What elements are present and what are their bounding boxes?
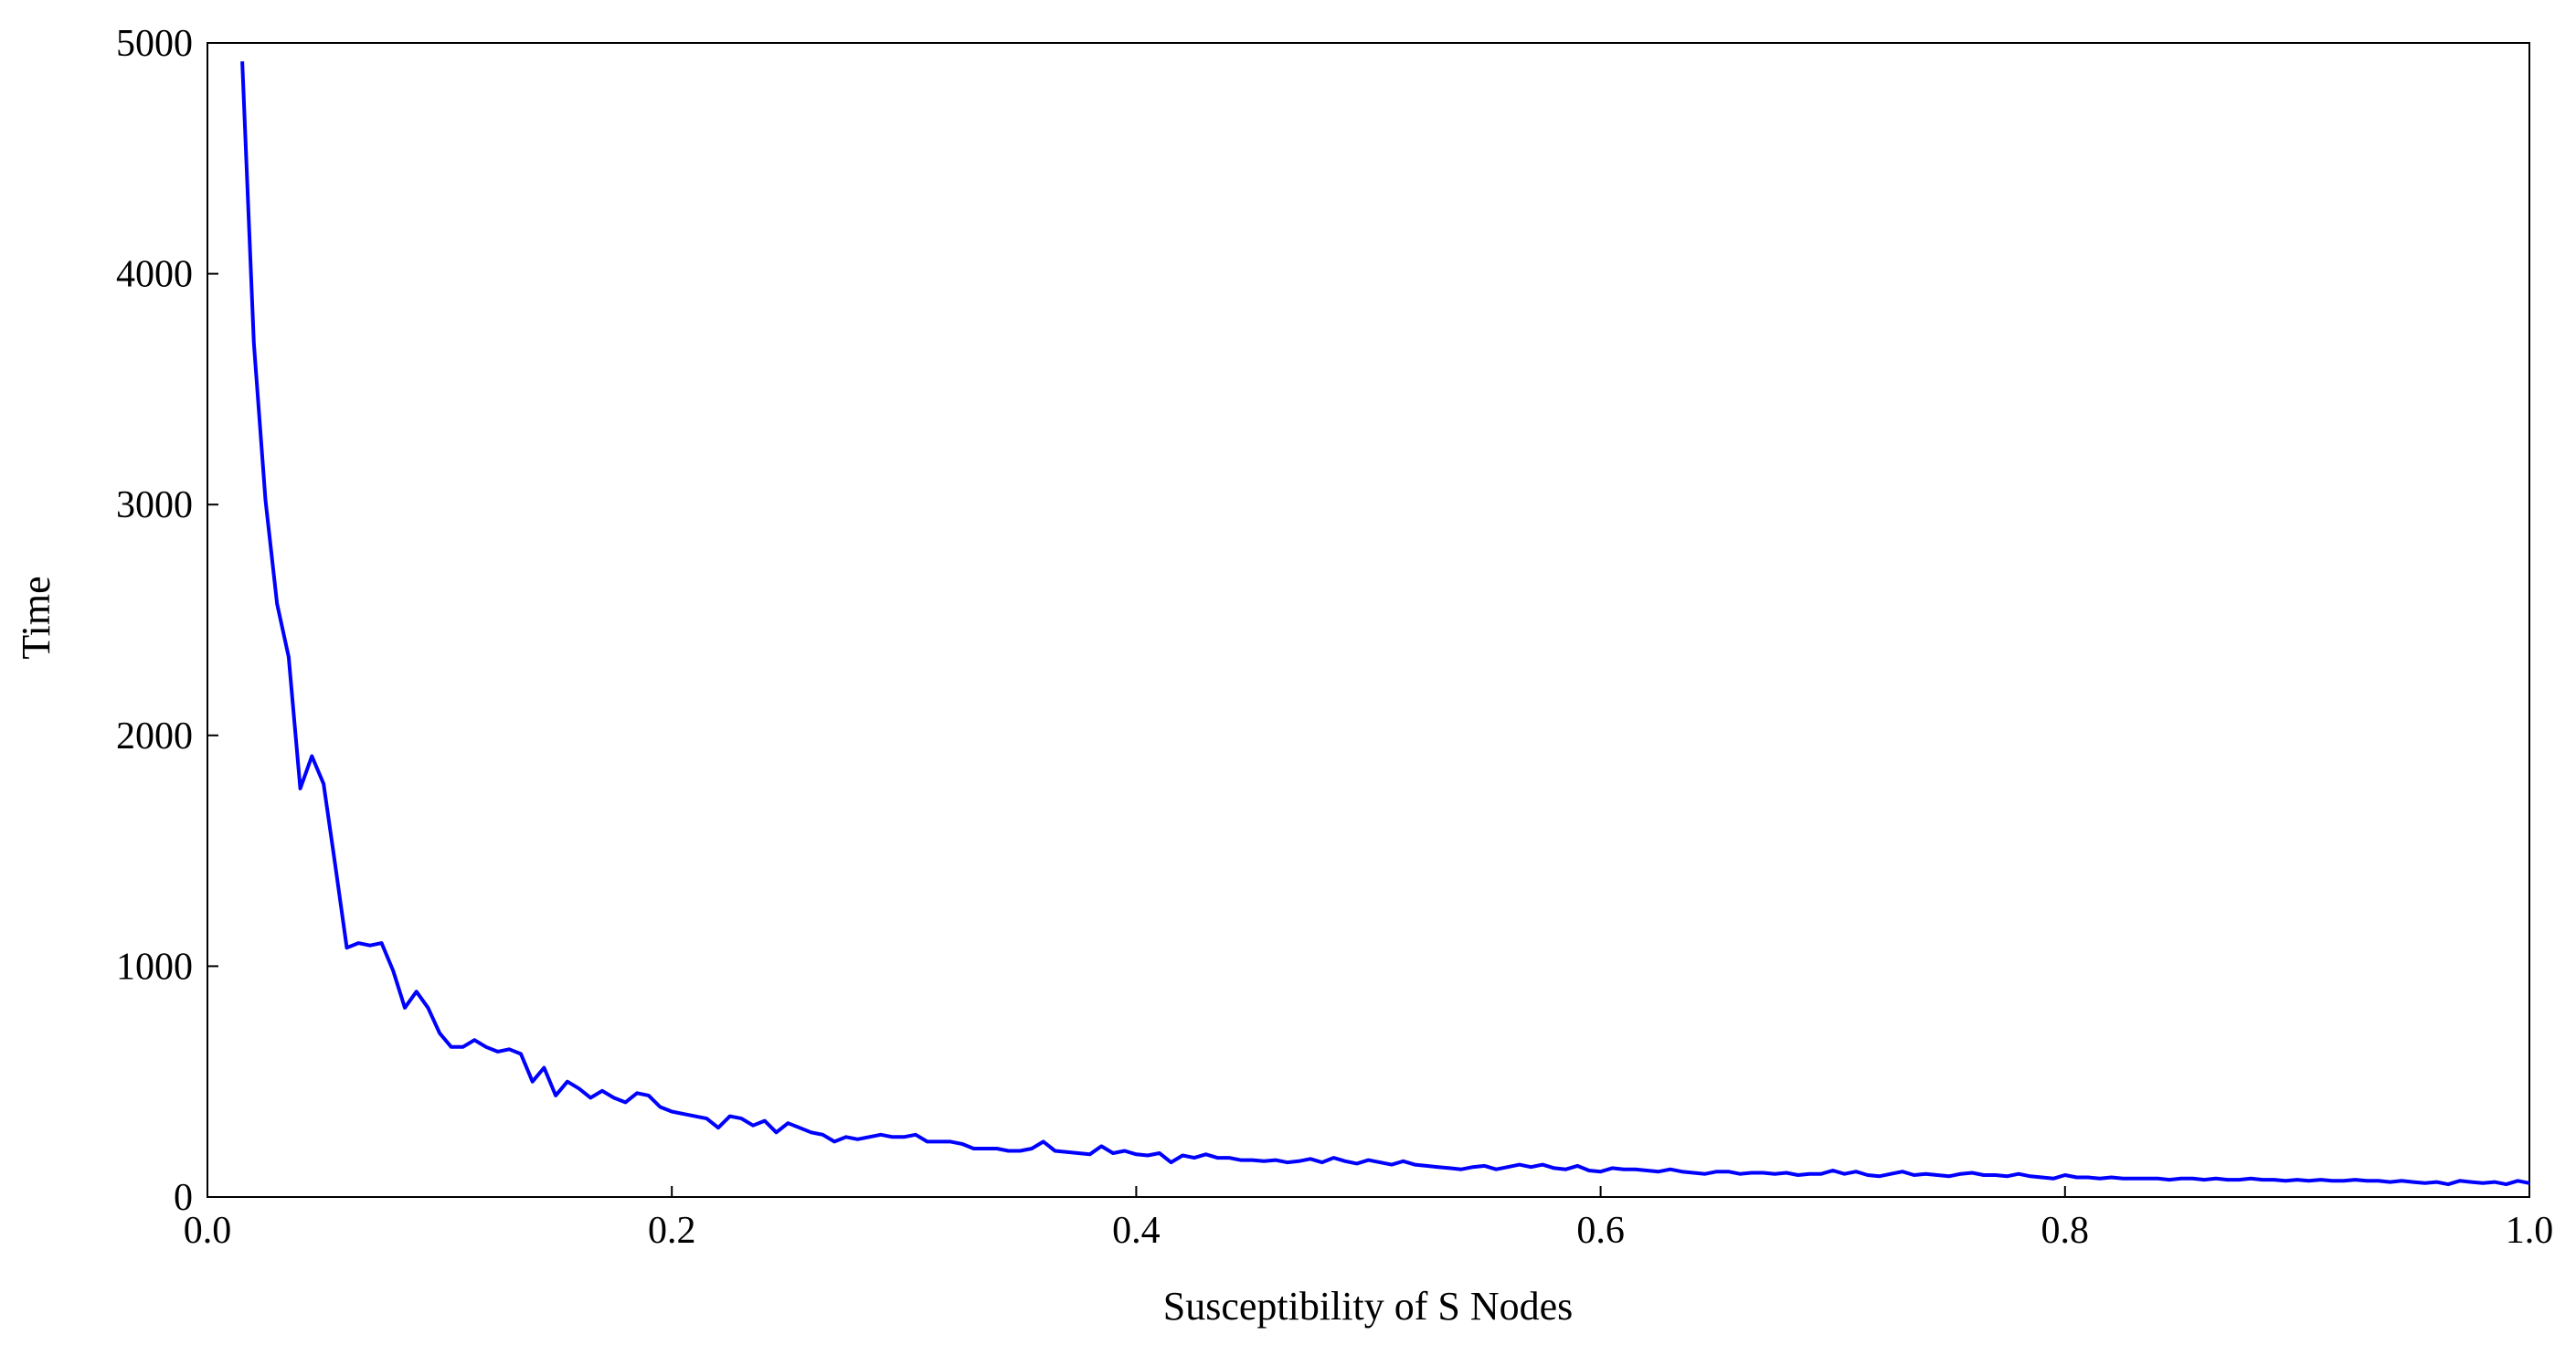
x-tick-label: 0.2 [648,1210,696,1252]
x-tick-label: 0.8 [2041,1210,2090,1252]
x-tick-label: 0.4 [1112,1210,1161,1252]
x-tick-label: 0.0 [184,1210,232,1252]
y-tick-label: 2000 [116,715,193,757]
y-tick-label: 3000 [116,484,193,526]
x-axis-label: Susceptibility of S Nodes [1163,1284,1574,1329]
x-tick-label: 0.6 [1576,1210,1625,1252]
x-tick-label: 1.0 [2506,1210,2554,1252]
y-axis-ticks: 0 1000 2000 3000 4000 5000 [116,23,218,1219]
y-axis-label: Time [14,576,58,659]
y-tick-label: 0 [174,1177,193,1219]
y-tick-label: 1000 [116,946,193,988]
y-tick-label: 5000 [116,23,193,65]
plot-area [207,42,2530,1198]
plot-frame [207,42,2530,1198]
y-tick-label: 4000 [116,254,193,296]
x-axis-ticks: 0.0 0.2 0.4 0.6 0.8 1.0 [184,1186,2554,1252]
series-line-0 [240,61,2530,1187]
